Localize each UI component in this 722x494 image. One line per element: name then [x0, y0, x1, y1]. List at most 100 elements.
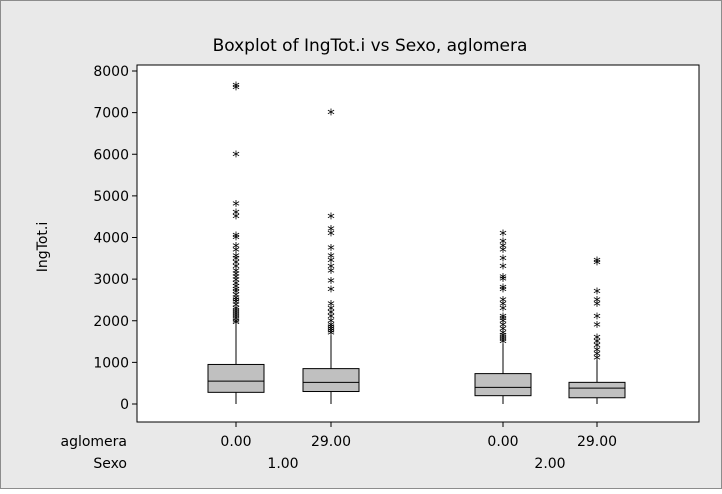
y-axis-label: IngTot.i: [35, 222, 51, 272]
outlier-point: *: [232, 312, 240, 330]
y-tick-label: 5000: [93, 189, 129, 205]
outlier-point: *: [593, 330, 601, 348]
outlier-point: *: [232, 315, 240, 333]
outlier-point: *: [232, 301, 240, 319]
outlier-point: *: [593, 318, 601, 336]
y-tick-label: 7000: [93, 106, 129, 122]
outlier-point: *: [499, 328, 507, 346]
outlier-point: *: [232, 314, 240, 332]
outlier-point: *: [327, 310, 335, 328]
outlier-point: *: [327, 222, 335, 240]
chart-marks: 010002000300040005000600070008000*******…: [93, 64, 626, 472]
outlier-point: *: [499, 270, 507, 288]
outlier-point: *: [327, 324, 335, 342]
outlier-point: *: [499, 310, 507, 328]
outlier-point: *: [499, 235, 507, 253]
y-tick-label: 3000: [93, 272, 129, 288]
outlier-point: *: [499, 314, 507, 332]
outlier-point: *: [232, 251, 240, 269]
facet-label-aglomera: aglomera: [60, 434, 127, 450]
y-tick-label: 1000: [93, 355, 129, 371]
facet-label-sexo: Sexo: [93, 456, 127, 472]
outlier-point: *: [327, 305, 335, 323]
outlier-point: *: [232, 231, 240, 249]
outlier-point: *: [232, 293, 240, 311]
outlier-point: *: [232, 280, 240, 298]
outlier-point: *: [232, 197, 240, 215]
outlier-point: *: [327, 260, 335, 278]
outlier-point: *: [593, 335, 601, 353]
outlier-point: *: [327, 326, 335, 344]
outlier-point: *: [499, 330, 507, 348]
outlier-point: *: [593, 297, 601, 315]
box-iqr: [302, 368, 360, 393]
outlier-point: *: [593, 255, 601, 273]
outlier-point: *: [232, 267, 240, 285]
outlier-point: *: [593, 285, 601, 303]
outlier-point: *: [327, 301, 335, 319]
outlier-point: *: [232, 79, 240, 97]
outlier-point: *: [499, 260, 507, 278]
outlier-point: *: [232, 285, 240, 303]
y-tick-label: 6000: [93, 147, 129, 163]
outlier-point: *: [327, 241, 335, 259]
outlier-point: *: [327, 210, 335, 228]
outlier-point: *: [499, 226, 507, 244]
outlier-point: *: [327, 320, 335, 338]
outlier-point: *: [327, 249, 335, 267]
x-label-sexo: 2.00: [534, 456, 565, 472]
outlier-point: *: [327, 322, 335, 340]
x-label-aglomera: 0.00: [487, 434, 518, 450]
outlier-point: *: [593, 351, 601, 369]
outlier-point: *: [232, 305, 240, 323]
y-tick-label: 4000: [93, 231, 129, 247]
outlier-point: *: [327, 253, 335, 271]
outlier-point: *: [232, 291, 240, 309]
outlier-point: *: [593, 343, 601, 361]
outlier-point: *: [327, 314, 335, 332]
outlier-point: *: [327, 264, 335, 282]
outlier-point: *: [232, 288, 240, 306]
outlier-point: *: [232, 206, 240, 224]
outlier-point: *: [232, 255, 240, 273]
outlier-point: *: [232, 283, 240, 301]
outlier-point: *: [232, 243, 240, 261]
y-tick-label: 0: [120, 397, 129, 413]
outlier-point: *: [232, 210, 240, 228]
outlier-point: *: [593, 347, 601, 365]
outlier-point: *: [499, 322, 507, 340]
box-iqr: [474, 373, 532, 397]
outlier-point: *: [232, 303, 240, 321]
outlier-point: *: [232, 249, 240, 267]
plot-area: [136, 64, 700, 423]
outlier-point: *: [232, 273, 240, 291]
outlier-point: *: [593, 339, 601, 357]
y-tick-label: 2000: [93, 314, 129, 330]
outlier-point: *: [232, 276, 240, 294]
outlier-point: *: [232, 81, 240, 99]
outlier-point: *: [593, 253, 601, 271]
outlier-point: *: [327, 274, 335, 292]
outlier-point: *: [499, 301, 507, 319]
outlier-point: *: [232, 147, 240, 165]
outlier-point: *: [499, 239, 507, 257]
outlier-point: *: [593, 310, 601, 328]
outlier-point: *: [232, 270, 240, 288]
outlier-point: *: [327, 226, 335, 244]
outlier-point: *: [327, 106, 335, 124]
outlier-point: *: [499, 335, 507, 353]
outlier-point: *: [327, 318, 335, 336]
outlier-point: *: [499, 243, 507, 261]
box-iqr: [207, 363, 265, 393]
x-label-aglomera: 29.00: [311, 434, 351, 450]
outlier-point: *: [232, 298, 240, 316]
chart-title: Boxplot of IngTot.i vs Sexo, aglomera: [213, 36, 528, 56]
outlier-point: *: [232, 239, 240, 257]
outlier-point: *: [499, 326, 507, 344]
outlier-point: *: [499, 272, 507, 290]
outlier-point: *: [499, 312, 507, 330]
outlier-point: *: [499, 332, 507, 350]
